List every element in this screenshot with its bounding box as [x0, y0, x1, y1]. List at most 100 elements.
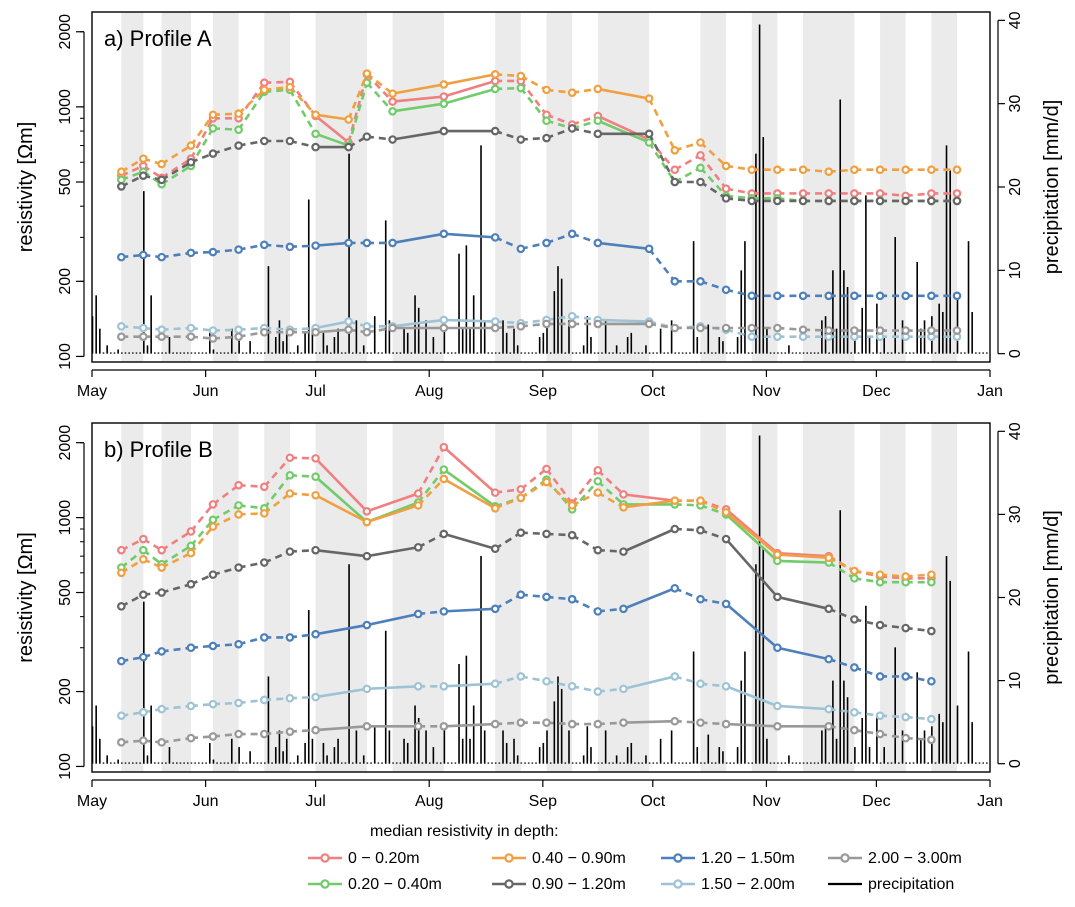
series-segment	[161, 704, 192, 711]
data-point	[157, 175, 166, 185]
series-segment	[347, 73, 369, 120]
data-point	[747, 291, 757, 301]
panel-title: a) Profile A	[104, 26, 212, 51]
series-segment	[571, 685, 599, 693]
series-segment	[212, 144, 240, 155]
data-point	[344, 142, 353, 152]
data-point	[875, 672, 885, 681]
data-point	[516, 718, 526, 727]
data-point	[542, 676, 551, 686]
series-segment	[161, 326, 192, 331]
data-point	[901, 196, 910, 206]
data-point	[567, 681, 577, 691]
data-point	[670, 165, 680, 175]
data-point	[117, 252, 126, 262]
data-point	[927, 577, 936, 587]
series-segment	[392, 129, 445, 141]
series-segment	[189, 127, 215, 167]
data-point	[927, 570, 936, 579]
data-point	[186, 701, 196, 711]
y-left-tick-label: 200	[57, 678, 74, 705]
data-point	[593, 84, 603, 94]
series-segment	[237, 81, 266, 120]
data-point	[593, 488, 603, 497]
y-right-label: precipitation [mm/d]	[1041, 100, 1063, 275]
series-segment	[263, 456, 291, 488]
data-point	[362, 722, 372, 731]
data-point	[901, 291, 910, 301]
series-segment	[315, 548, 368, 558]
legend-marker	[320, 853, 330, 863]
series-0.40-0.90m	[117, 474, 936, 581]
shaded-band	[880, 423, 906, 772]
data-point	[117, 602, 126, 611]
series-segment	[725, 328, 753, 338]
data-point	[901, 623, 910, 633]
data-point	[157, 588, 166, 597]
series-segment	[443, 607, 496, 613]
series-segment	[648, 138, 676, 171]
data-point	[747, 196, 757, 206]
shaded-band	[597, 12, 650, 362]
series-segment	[622, 527, 676, 553]
series-segment	[622, 587, 676, 611]
data-point	[186, 541, 196, 551]
shaded-band	[315, 423, 367, 772]
data-point	[542, 319, 551, 329]
precipitation-series	[91, 435, 988, 764]
data-point	[139, 332, 148, 341]
series-segment	[189, 518, 214, 547]
series-segment	[648, 141, 676, 183]
x-tick-label: Jul	[305, 793, 325, 810]
series-segment	[597, 318, 650, 323]
series-segment	[161, 736, 192, 744]
legend: median resistivity in depth: 0 − 0.20m 0.…	[308, 823, 962, 893]
data-point	[311, 454, 320, 463]
x-tick-label: Sep	[529, 793, 558, 810]
data-point	[567, 88, 577, 97]
data-point	[157, 545, 166, 555]
x-tick-label: Jan	[977, 793, 1003, 810]
data-point	[721, 719, 731, 729]
data-point	[850, 574, 859, 583]
series-segment	[347, 82, 369, 146]
data-point	[439, 442, 449, 452]
y-right-tick-label: 10	[1007, 261, 1024, 279]
shaded-band	[931, 423, 958, 772]
series-segment	[315, 687, 368, 699]
series-segment	[854, 728, 881, 736]
legend-marker	[320, 879, 330, 889]
data-point	[362, 517, 372, 527]
data-point	[362, 551, 372, 561]
series-segment	[700, 528, 727, 541]
series-segment	[443, 477, 496, 510]
data-point	[824, 326, 834, 335]
series-segment	[263, 474, 291, 510]
legend-label: precipitation	[868, 876, 954, 893]
data-point	[567, 311, 577, 321]
series-segment	[160, 157, 192, 179]
data-point	[139, 171, 148, 180]
panel-b: b) Profile B May Jun Jul Aug Sep Oct Nov Dec Jan 1…	[15, 422, 1063, 810]
series-segment	[160, 144, 192, 166]
data-point	[259, 558, 269, 567]
data-point	[117, 182, 126, 191]
data-point	[850, 663, 859, 672]
data-point	[234, 332, 243, 341]
data-point	[490, 488, 500, 497]
data-point	[117, 656, 126, 666]
data-point	[798, 165, 808, 175]
legend-title: median resistivity in depth:	[370, 823, 559, 840]
data-point	[311, 490, 320, 500]
series-segment	[726, 722, 778, 728]
series-segment	[237, 91, 266, 131]
data-point	[186, 332, 196, 341]
series-segment	[366, 326, 393, 334]
series-segment	[494, 236, 522, 250]
series-segment	[495, 487, 522, 494]
data-point	[413, 501, 423, 510]
x-axis: May Jun Jul Aug Sep Oct Nov Dec Jan	[77, 779, 1003, 810]
data-point	[593, 476, 603, 486]
data-point	[516, 528, 526, 537]
data-point	[927, 291, 936, 301]
